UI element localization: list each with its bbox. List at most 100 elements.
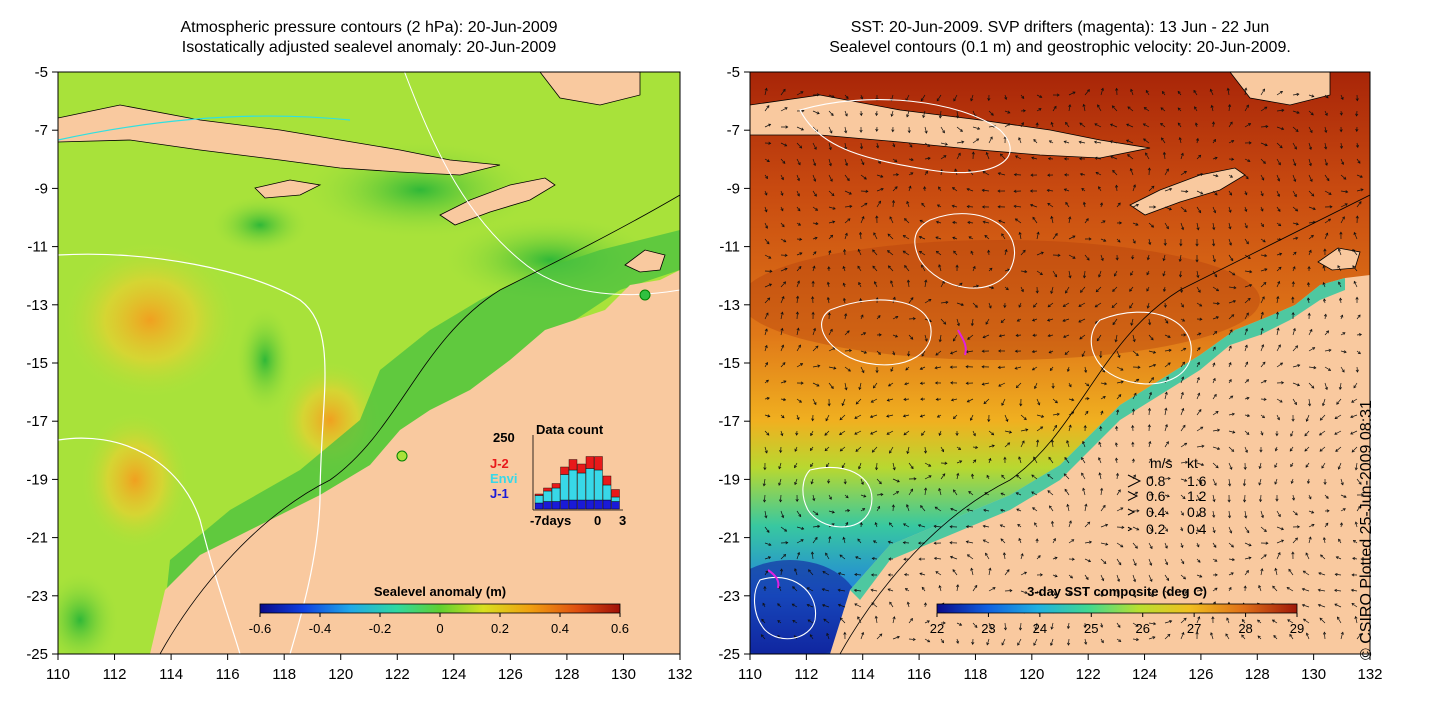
- velocity-arrowhead: [1180, 152, 1184, 156]
- velocity-arrowhead: [1291, 296, 1295, 300]
- velocity-arrowhead: [1167, 362, 1171, 366]
- velocity-arrowhead: [909, 144, 913, 148]
- velocity-arrow: [1100, 622, 1103, 628]
- velocity-arrowhead: [1227, 515, 1232, 519]
- velocity-arrow: [844, 366, 851, 372]
- velocity-arrowhead: [1289, 633, 1293, 637]
- velocity-arrow: [844, 350, 852, 352]
- velocity-arrowhead: [1021, 122, 1024, 126]
- velocity-arrow: [1212, 494, 1215, 502]
- velocity-arrow: [1244, 542, 1252, 546]
- velocity-arrow: [1036, 440, 1039, 448]
- velocity-arrow: [972, 138, 979, 144]
- velocity-arrow: [780, 414, 785, 419]
- velocity-arrow: [857, 538, 862, 544]
- station-marker: [639, 289, 651, 301]
- velocity-arrowhead: [812, 498, 816, 502]
- velocity-arrow: [764, 312, 769, 320]
- velocity-arrowhead: [927, 143, 931, 147]
- velocity-arrow: [1164, 334, 1171, 338]
- histogram-segment: [543, 501, 552, 510]
- velocity-arrow: [1048, 334, 1054, 337]
- velocity-arrow: [780, 296, 785, 304]
- velocity-arrow: [1196, 138, 1199, 144]
- velocity-arrowhead: [906, 200, 910, 205]
- velocity-arrow: [938, 488, 942, 496]
- velocity-arrowhead: [1246, 312, 1249, 316]
- velocity-arrowhead: [1199, 317, 1203, 321]
- velocity-arrow: [828, 94, 835, 98]
- velocity-arrow: [812, 510, 819, 516]
- velocity-arrow: [924, 157, 931, 160]
- velocity-arrowhead: [928, 475, 932, 479]
- velocity-arrow: [1052, 413, 1060, 416]
- velocity-arrow: [1227, 88, 1230, 96]
- velocity-arrowhead: [816, 111, 820, 115]
- velocity-arrowhead: [858, 231, 863, 235]
- velocity-arrowhead: [1194, 106, 1197, 110]
- velocity-arrowhead: [785, 125, 789, 129]
- velocity-arrowhead: [1034, 627, 1038, 631]
- velocity-arrow: [780, 362, 786, 368]
- velocity-arrow: [1164, 574, 1169, 581]
- velocity-arrowhead: [1071, 539, 1075, 543]
- velocity-arrowhead: [1228, 345, 1232, 349]
- x-tick-label: 116: [216, 666, 240, 683]
- velocity-arrowhead: [785, 541, 789, 545]
- velocity-arrow: [764, 206, 767, 212]
- velocity-arrowhead: [1263, 554, 1267, 558]
- velocity-arrowhead: [1226, 87, 1230, 91]
- velocity-arrowhead: [1131, 408, 1135, 412]
- velocity-arrowhead: [921, 353, 925, 357]
- velocity-arrowhead: [989, 626, 993, 630]
- velocity-arrow: [1292, 222, 1299, 225]
- velocity-arrowhead: [1308, 403, 1312, 407]
- velocity-arrow: [1031, 491, 1038, 496]
- velocity-arrow: [1340, 522, 1343, 528]
- velocity-arrowhead: [896, 635, 900, 639]
- bathymetry-line: [159, 194, 680, 654]
- velocity-arrow: [1228, 362, 1232, 368]
- velocity-arrowhead: [1149, 458, 1152, 462]
- velocity-arrow: [1116, 542, 1124, 548]
- velocity-arrow: [1000, 538, 1006, 544]
- velocity-arrow: [1148, 185, 1155, 192]
- velocity-arrowhead: [1213, 138, 1217, 143]
- velocity-arrowhead: [927, 156, 931, 161]
- velocity-arrowhead: [1279, 399, 1283, 403]
- velocity-arrow: [1110, 123, 1118, 128]
- velocity-arrowhead: [1118, 394, 1122, 398]
- velocity-arrowhead: [1246, 530, 1250, 534]
- velocity-arrow: [1193, 90, 1198, 96]
- velocity-arrowhead: [1068, 275, 1072, 279]
- velocity-arrow: [812, 222, 819, 225]
- svp-drifter-track: [767, 569, 780, 589]
- velocity-arrow: [1339, 382, 1342, 390]
- velocity-arrow: [892, 350, 895, 355]
- velocity-arrow: [1116, 574, 1120, 582]
- velocity-arrow: [1276, 266, 1282, 272]
- velocity-arrowhead: [890, 113, 894, 117]
- velocity-arrowhead: [1103, 238, 1107, 242]
- velocity-arrowhead: [1013, 204, 1017, 208]
- velocity-arrow: [1164, 477, 1171, 480]
- velocity-arrow: [1212, 254, 1216, 262]
- velocity-arrowhead: [1162, 288, 1167, 293]
- velocity-arrow: [1228, 395, 1233, 400]
- velocity-arrow: [1116, 381, 1124, 384]
- velocity-arrow: [876, 494, 883, 496]
- velocity-arrowhead: [1063, 334, 1067, 338]
- velocity-arrowhead: [1216, 288, 1220, 292]
- velocity-arrow: [855, 398, 862, 405]
- velocity-arrowhead: [1007, 110, 1011, 114]
- velocity-arrowhead: [1228, 379, 1232, 383]
- velocity-arrowhead: [861, 631, 865, 635]
- velocity-arrow: [1084, 411, 1089, 416]
- velocity-arrowhead: [1067, 642, 1071, 646]
- velocity-arrow: [1241, 619, 1246, 624]
- velocity-arrowhead: [1164, 423, 1168, 428]
- velocity-arrowhead: [1243, 466, 1247, 471]
- velocity-arrow: [858, 462, 862, 469]
- velocity-arrow: [870, 414, 878, 418]
- contour-line: [58, 437, 241, 654]
